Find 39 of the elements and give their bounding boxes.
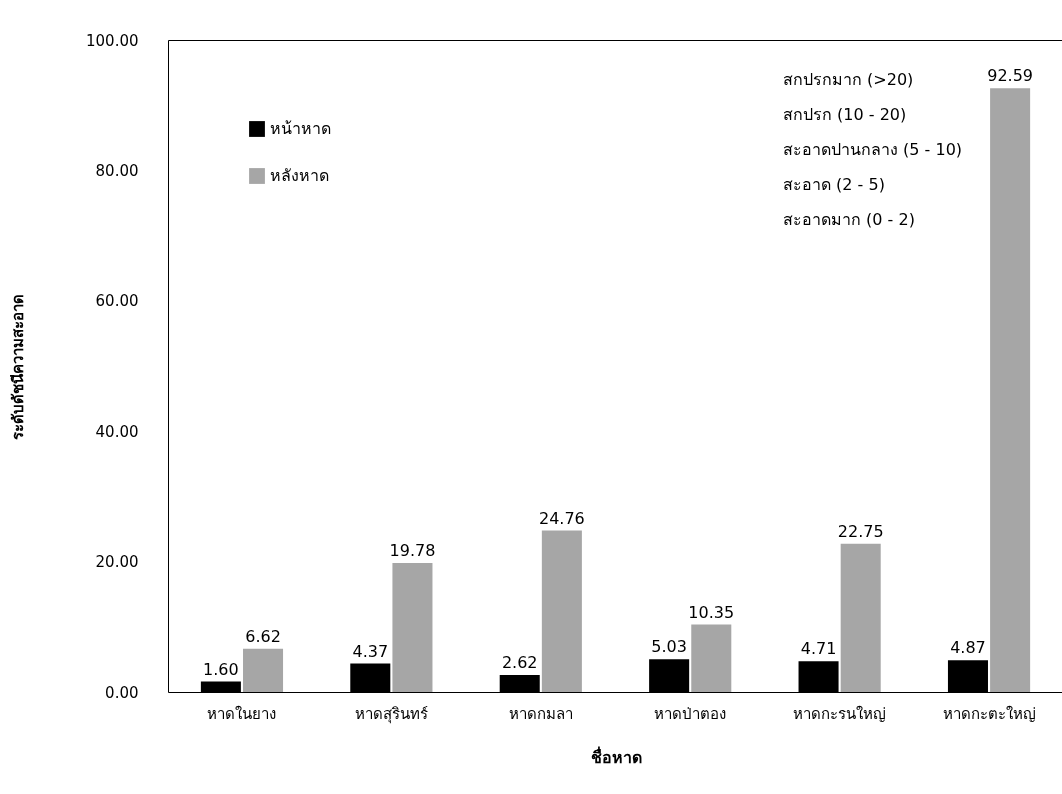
x-axis-title: ชื่อหาด [590, 745, 642, 767]
x-tick-label: หาดในยาง [207, 704, 277, 723]
x-tick-label: หาดกะรนใหญ่ [793, 704, 887, 723]
bar [990, 88, 1031, 692]
legend-label: หน้าหาด [270, 119, 331, 138]
data-label: 10.35 [688, 602, 735, 622]
legend-label: หลังหาด [270, 166, 329, 185]
x-tick-label: หาดป่าตอง [654, 704, 727, 723]
data-label: 1.60 [203, 659, 239, 679]
x-tick-label: หาดกมลา [508, 704, 573, 723]
annotation: สะอาดมาก (0 - 2) [783, 210, 915, 229]
annotation: สกปรกมาก (>20) [783, 70, 914, 89]
bar [243, 648, 284, 692]
y-tick-label: 60.00 [95, 292, 139, 311]
bar [392, 563, 433, 692]
x-tick-label: หาดกะตะใหญ่ [942, 704, 1036, 723]
data-label: 6.62 [245, 626, 281, 646]
y-tick-label: 80.00 [95, 161, 139, 180]
bar [840, 543, 881, 692]
data-label: 4.71 [800, 639, 837, 659]
data-label: 5.03 [651, 637, 687, 657]
data-label: 92.59 [987, 66, 1034, 86]
data-label: 4.87 [950, 638, 986, 658]
y-tick-label: 20.00 [95, 553, 139, 572]
annotation: สะอาด (2 - 5) [783, 175, 885, 194]
data-label: 4.37 [352, 641, 389, 661]
data-label: 2.62 [501, 652, 538, 672]
y-axis-title: ระดับดัชนีความสะอาด [9, 293, 28, 440]
x-tick-label: หาดสุรินทร์ [354, 704, 428, 724]
bar [691, 624, 732, 692]
y-tick-label: 100.00 [86, 31, 139, 50]
y-tick-label: 0.00 [105, 683, 139, 702]
annotation: สะอาดปานกลาง (5 - 10) [783, 140, 963, 159]
data-label: 19.78 [389, 541, 436, 561]
bar [541, 530, 582, 692]
data-label: 22.75 [837, 521, 884, 541]
y-tick-label: 40.00 [95, 422, 139, 441]
data-label: 24.76 [538, 508, 585, 528]
annotation: สกปรก (10 - 20) [783, 105, 907, 124]
